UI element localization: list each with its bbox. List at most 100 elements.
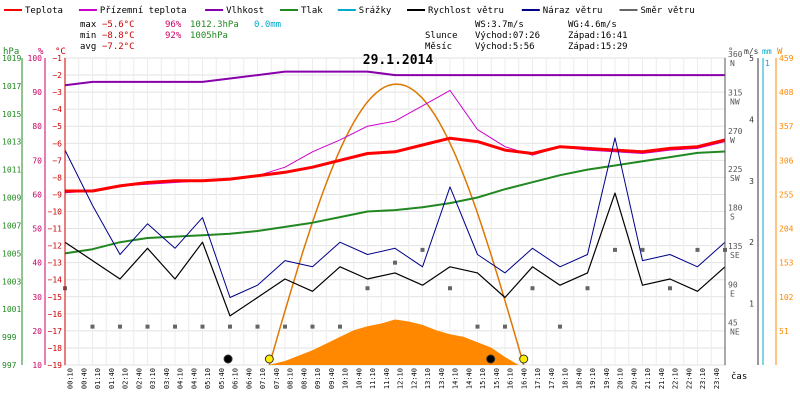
- wind-direction-point: [338, 324, 342, 329]
- wm2-axis-tick: 357: [779, 122, 794, 131]
- celsius-axis-tick: −14: [48, 276, 63, 285]
- celsius-axis-tick: −18: [48, 344, 63, 353]
- deg-axis-dir: NW: [730, 97, 740, 106]
- time-tick: 22:40: [685, 368, 693, 389]
- deg-axis-tick: 270: [728, 127, 743, 136]
- time-tick: 08:40: [300, 368, 308, 389]
- time-tick: 23:10: [699, 368, 707, 389]
- ms-axis-tick: 2: [749, 238, 754, 247]
- time-tick: 11:10: [369, 368, 377, 389]
- pct-axis-tick: 100: [28, 54, 43, 63]
- time-tick: 05:10: [204, 368, 212, 389]
- pct-axis-tick: 20: [32, 327, 42, 336]
- series-line-přízemní-teplota: [64, 89, 726, 194]
- time-tick: 12:10: [397, 368, 405, 389]
- wind-ws: WS:3.7m/s: [475, 20, 524, 30]
- wind-direction-point: [90, 324, 95, 329]
- deg-axis-tick: 225: [728, 165, 743, 174]
- stat-max-rain: 0.0mm: [254, 20, 281, 30]
- pct-axis-tick: 60: [32, 190, 42, 199]
- header: Teplota Přízemní teplota Vlhkost Tlak Srážky…: [4, 6, 695, 68]
- time-tick: 00:40: [80, 368, 88, 389]
- sun-label: Slunce: [425, 31, 458, 41]
- wm2-axis-tick: 51: [779, 327, 789, 336]
- celsius-axis-tick: −1: [52, 54, 62, 63]
- sun-moon-marker: [486, 354, 496, 364]
- time-tick: 15:10: [479, 368, 487, 389]
- celsius-axis-tick: −11: [48, 225, 63, 234]
- mm-axis-label: mm: [762, 47, 772, 56]
- moon-set: Západ:15:29: [568, 42, 628, 52]
- series-line-tlak: [64, 150, 726, 255]
- celsius-axis-tick: −10: [48, 208, 63, 217]
- celsius-axis-tick: −2: [52, 71, 62, 80]
- time-tick: 13:40: [438, 368, 446, 389]
- series-line-vlhkost: [64, 70, 725, 87]
- time-tick: 10:10: [342, 368, 350, 389]
- hpa-axis-tick: 1011: [2, 166, 21, 175]
- solar-theoretical-line: [268, 83, 525, 366]
- deg-axis-dir: NE: [730, 328, 740, 337]
- wind-direction-point: [640, 247, 645, 252]
- pct-axis-tick: 90: [32, 88, 42, 97]
- celsius-axis-tick: −8: [52, 173, 62, 182]
- solar-measured-area: [268, 319, 519, 365]
- pct-axis-tick: 30: [32, 293, 42, 302]
- pct-axis-tick: 80: [32, 122, 42, 131]
- hpa-axis-tick: 1007: [2, 221, 21, 230]
- hpa-axis-tick: 1005: [2, 249, 21, 258]
- ms-axis-tick: 3: [749, 177, 754, 186]
- celsius-axis-tick: −4: [52, 105, 62, 114]
- sun-rise: Východ:07:26: [475, 31, 540, 41]
- celsius-axis-label: °C: [55, 47, 66, 57]
- time-tick: 02:10: [122, 368, 130, 389]
- wm2-axis-label: W: [777, 47, 783, 57]
- celsius-axis-tick: −12: [48, 242, 63, 251]
- deg-axis-tick: 315: [728, 88, 743, 97]
- wind-direction-point: [585, 286, 590, 291]
- stat-min-label: min: [80, 31, 96, 41]
- time-tick: 18:10: [562, 368, 570, 389]
- ms-axis-label: m/s: [744, 47, 759, 56]
- time-tick: 08:10: [287, 368, 295, 389]
- time-tick: 16:40: [520, 368, 528, 389]
- time-tick: 21:40: [658, 368, 666, 389]
- hpa-axis-tick: 1013: [2, 138, 21, 147]
- wind-direction-point: [173, 324, 177, 329]
- deg-axis-tick: 135: [728, 242, 743, 251]
- wind-direction-point: [448, 286, 452, 291]
- legend-label: Vlhkost: [226, 6, 264, 16]
- ms-axis-tick: 4: [749, 115, 754, 124]
- time-tick: 03:10: [149, 368, 157, 389]
- time-tick: 01:10: [94, 368, 102, 389]
- hpa-axis-tick: 997: [2, 361, 17, 370]
- mm-axis-tick: 1: [765, 59, 770, 68]
- hpa-axis-tick: 1003: [2, 277, 21, 286]
- time-tick: 22:10: [672, 368, 680, 389]
- celsius-axis-tick: −15: [48, 293, 63, 302]
- time-axis-label: čas: [731, 371, 747, 382]
- time-tick: 17:40: [548, 368, 556, 389]
- deg-axis-tick: 45: [728, 319, 738, 328]
- time-tick: 05:40: [218, 368, 226, 389]
- ms-axis-tick: 5: [749, 54, 754, 63]
- wm2-axis-tick: 102: [779, 293, 794, 302]
- stat-avg-label: avg: [80, 42, 96, 52]
- deg-axis-dir: S: [730, 213, 735, 222]
- time-tick: 17:10: [534, 368, 542, 389]
- pct-axis-tick: 10: [32, 361, 42, 370]
- legend-label: Směr větru: [641, 6, 695, 16]
- time-tick: 04:10: [177, 368, 185, 389]
- time-tick: 18:40: [575, 368, 583, 389]
- moon-label: Měsíc: [425, 42, 452, 52]
- deg-axis-dir: W: [730, 136, 735, 145]
- wind-direction-point: [283, 324, 287, 329]
- celsius-axis-tick: −13: [48, 259, 63, 268]
- legend-label: Teplota: [25, 6, 63, 16]
- hpa-axis-tick: 999: [2, 333, 17, 342]
- time-tick: 07:40: [273, 368, 281, 389]
- pct-axis-tick: 50: [32, 225, 42, 234]
- wind-direction-point: [503, 324, 507, 329]
- time-tick: 06:40: [245, 368, 253, 389]
